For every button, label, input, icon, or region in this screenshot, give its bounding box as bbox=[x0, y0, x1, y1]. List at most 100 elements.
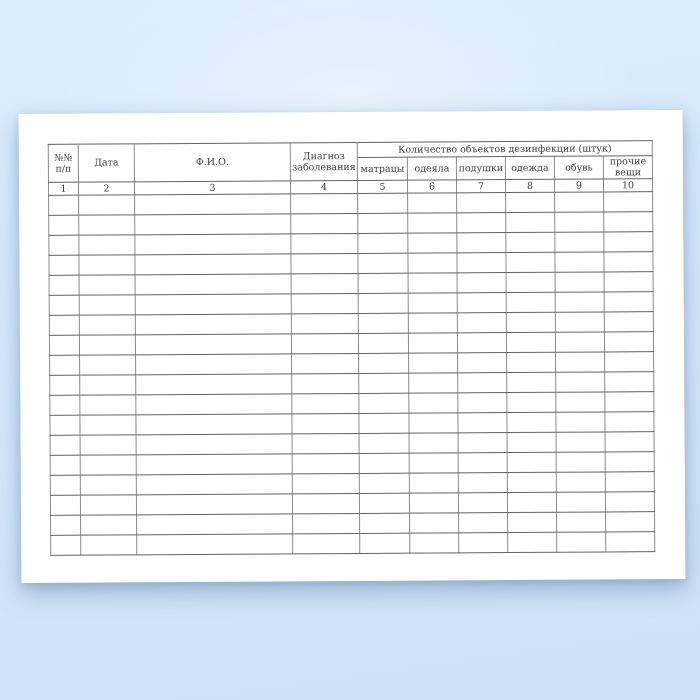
empty-cell bbox=[357, 193, 408, 214]
empty-cell bbox=[409, 532, 459, 554]
empty-cell bbox=[506, 332, 556, 353]
empty-cell bbox=[409, 512, 459, 534]
empty-cell bbox=[357, 213, 408, 234]
empty-cell bbox=[136, 433, 293, 455]
col-header-date: Дата bbox=[78, 143, 135, 183]
empty-cell bbox=[457, 352, 507, 373]
empty-cell bbox=[48, 215, 79, 236]
empty-cell bbox=[48, 255, 80, 276]
empty-cell bbox=[78, 254, 136, 276]
empty-cell bbox=[49, 355, 80, 376]
empty-cell bbox=[48, 195, 79, 216]
empty-cell bbox=[507, 452, 557, 473]
empty-cell bbox=[134, 193, 291, 215]
col-header-line: Дата bbox=[94, 157, 119, 169]
empty-cell bbox=[408, 312, 458, 334]
empty-cell bbox=[408, 292, 458, 314]
col-header-line: подушки bbox=[458, 162, 504, 174]
empty-cell bbox=[458, 532, 508, 553]
empty-cell bbox=[290, 233, 358, 254]
col-header-line: прочие bbox=[609, 156, 647, 168]
col-header-line: матрацы bbox=[360, 163, 405, 175]
empty-cell bbox=[603, 191, 653, 212]
empty-cell bbox=[49, 275, 80, 296]
empty-cell bbox=[80, 494, 137, 516]
empty-cell bbox=[359, 433, 410, 454]
empty-cell bbox=[136, 473, 293, 495]
empty-cell bbox=[78, 194, 135, 216]
empty-cell bbox=[135, 313, 292, 335]
empty-cell bbox=[605, 511, 655, 532]
empty-cell bbox=[136, 453, 293, 475]
column-number: 3 bbox=[134, 180, 291, 195]
empty-cell bbox=[49, 335, 80, 356]
empty-cell bbox=[458, 432, 508, 453]
empty-cell bbox=[506, 412, 557, 433]
empty-cell bbox=[556, 531, 606, 553]
empty-cell bbox=[505, 252, 556, 273]
empty-cell bbox=[605, 491, 655, 512]
empty-cell bbox=[408, 332, 458, 354]
column-number: 8 bbox=[505, 179, 555, 193]
empty-cell bbox=[456, 192, 506, 213]
empty-cell bbox=[291, 313, 359, 334]
empty-cell bbox=[409, 432, 459, 454]
empty-cell bbox=[409, 472, 459, 494]
empty-cell bbox=[556, 451, 606, 473]
empty-cell bbox=[80, 434, 137, 456]
col-header-other-things: прочие вещи bbox=[603, 155, 653, 179]
empty-cell bbox=[292, 433, 360, 454]
empty-cell bbox=[506, 312, 556, 333]
empty-cell bbox=[555, 271, 605, 293]
col-header-shoes: обувь bbox=[554, 155, 604, 180]
column-number: 9 bbox=[554, 178, 604, 193]
empty-cell bbox=[291, 273, 359, 294]
empty-cell bbox=[359, 473, 410, 494]
empty-cell bbox=[605, 471, 655, 492]
column-number: 7 bbox=[456, 179, 506, 193]
empty-cell bbox=[458, 512, 508, 533]
column-number: 4 bbox=[290, 180, 358, 194]
empty-cell bbox=[50, 495, 81, 516]
empty-cell bbox=[457, 272, 507, 293]
empty-cell bbox=[50, 455, 81, 476]
empty-cell bbox=[136, 513, 293, 535]
empty-cell bbox=[290, 193, 358, 214]
empty-cell bbox=[457, 332, 507, 353]
empty-cell bbox=[134, 213, 291, 235]
empty-cell bbox=[556, 431, 606, 453]
empty-cell bbox=[407, 192, 457, 214]
empty-cell bbox=[554, 231, 604, 253]
empty-cell bbox=[359, 453, 410, 474]
empty-cell bbox=[408, 392, 458, 414]
empty-cell bbox=[507, 492, 557, 513]
empty-cell bbox=[359, 493, 410, 514]
empty-cell bbox=[135, 353, 292, 375]
empty-cell bbox=[507, 472, 557, 493]
empty-cell bbox=[554, 191, 604, 213]
empty-cell bbox=[78, 214, 135, 236]
empty-cell bbox=[358, 273, 409, 294]
empty-cell bbox=[78, 234, 135, 256]
empty-cell bbox=[457, 372, 507, 393]
empty-cell bbox=[458, 472, 508, 493]
empty-cell bbox=[456, 252, 507, 273]
column-number: 10 bbox=[603, 178, 653, 192]
col-header-row-number: №№ п/п bbox=[48, 144, 79, 183]
empty-cell bbox=[358, 413, 410, 434]
col-header-line: Ф.И.О. bbox=[195, 156, 229, 168]
col-header-pillows: подушки bbox=[456, 156, 506, 180]
col-header-full-name: Ф.И.О. bbox=[134, 142, 291, 182]
empty-cell bbox=[458, 452, 508, 473]
empty-cell bbox=[291, 293, 359, 314]
empty-cell bbox=[358, 373, 409, 394]
empty-cell bbox=[134, 253, 292, 275]
empty-cell bbox=[48, 235, 79, 256]
table-body bbox=[48, 191, 655, 556]
empty-cell bbox=[556, 511, 606, 533]
empty-cell bbox=[457, 392, 507, 413]
empty-cell bbox=[407, 252, 458, 274]
empty-cell bbox=[555, 291, 605, 313]
empty-cell bbox=[291, 393, 359, 414]
empty-cell bbox=[605, 531, 655, 552]
